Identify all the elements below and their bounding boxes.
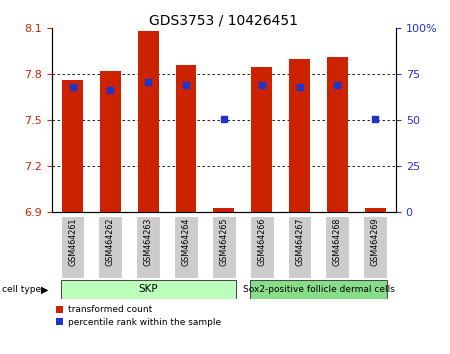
Text: cell type: cell type <box>2 285 41 294</box>
Bar <box>365 208 386 212</box>
Title: GDS3753 / 10426451: GDS3753 / 10426451 <box>149 13 298 27</box>
Point <box>296 84 303 90</box>
Point <box>372 116 379 122</box>
Bar <box>61 216 85 278</box>
Text: Sox2-positive follicle dermal cells: Sox2-positive follicle dermal cells <box>243 285 394 294</box>
Bar <box>250 216 274 278</box>
Bar <box>100 71 121 212</box>
Bar <box>174 216 198 278</box>
Bar <box>61 280 236 299</box>
Bar <box>176 65 197 212</box>
Text: GSM464262: GSM464262 <box>106 218 115 266</box>
Bar <box>250 280 387 299</box>
Bar <box>99 216 122 278</box>
Legend: transformed count, percentile rank within the sample: transformed count, percentile rank withi… <box>56 306 221 327</box>
Text: GSM464261: GSM464261 <box>68 218 77 266</box>
Point <box>144 79 152 85</box>
Bar <box>138 32 158 212</box>
Point <box>258 82 265 88</box>
Text: GSM464263: GSM464263 <box>144 218 153 266</box>
Bar <box>212 216 236 278</box>
Text: ▶: ▶ <box>41 284 49 295</box>
Text: GSM464265: GSM464265 <box>219 218 228 266</box>
Bar <box>288 216 311 278</box>
Bar <box>62 80 83 212</box>
Text: SKP: SKP <box>139 284 158 295</box>
Point <box>220 116 227 122</box>
Text: GSM464268: GSM464268 <box>333 218 342 266</box>
Point <box>182 82 189 88</box>
Text: GSM464269: GSM464269 <box>371 218 380 266</box>
Bar <box>363 216 387 278</box>
Bar <box>289 59 310 212</box>
Point <box>107 87 114 92</box>
Bar <box>327 57 348 212</box>
Bar <box>213 208 234 212</box>
Bar <box>136 216 160 278</box>
Text: GSM464267: GSM464267 <box>295 218 304 266</box>
Bar <box>325 216 349 278</box>
Text: GSM464266: GSM464266 <box>257 218 266 266</box>
Text: GSM464264: GSM464264 <box>181 218 190 266</box>
Point <box>69 84 76 90</box>
Bar <box>251 67 272 212</box>
Point <box>334 82 341 88</box>
